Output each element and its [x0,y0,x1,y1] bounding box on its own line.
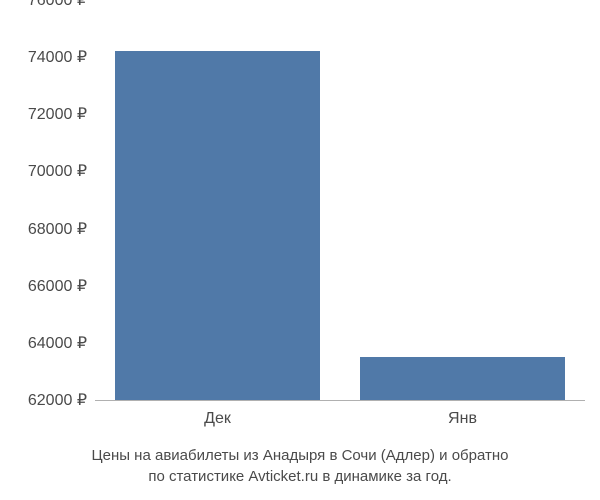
y-tick-label: 76000 ₽ [28,0,87,10]
y-tick-label: 66000 ₽ [28,276,87,296]
bar [115,51,321,400]
y-axis: 62000 ₽64000 ₽66000 ₽68000 ₽70000 ₽72000… [0,0,95,400]
bar [360,357,566,400]
y-tick-label: 62000 ₽ [28,390,87,410]
caption-line-1: Цены на авиабилеты из Анадыря в Сочи (Ад… [0,445,600,466]
y-tick-label: 64000 ₽ [28,333,87,353]
y-tick-label: 68000 ₽ [28,219,87,239]
x-axis-line [95,400,585,401]
chart-container: 62000 ₽ 64000 ₽ 66000 ₽ 68000 ₽ 70000 ₽ 72000… [0,0,600,500]
x-axis-labels: Дек Янв [95,410,585,440]
chart-caption: Цены на авиабилеты из Анадыря в Сочи (Ад… [0,445,600,487]
x-tick-label: Янв [448,410,477,428]
y-tick-label: 74000 ₽ [28,47,87,67]
x-tick-label: Дек [204,410,231,428]
y-tick-label: 70000 ₽ [28,161,87,181]
caption-line-2: по статистике Avticket.ru в динамике за … [0,466,600,487]
y-tick-label: 72000 ₽ [28,104,87,124]
plot-area [95,0,585,400]
